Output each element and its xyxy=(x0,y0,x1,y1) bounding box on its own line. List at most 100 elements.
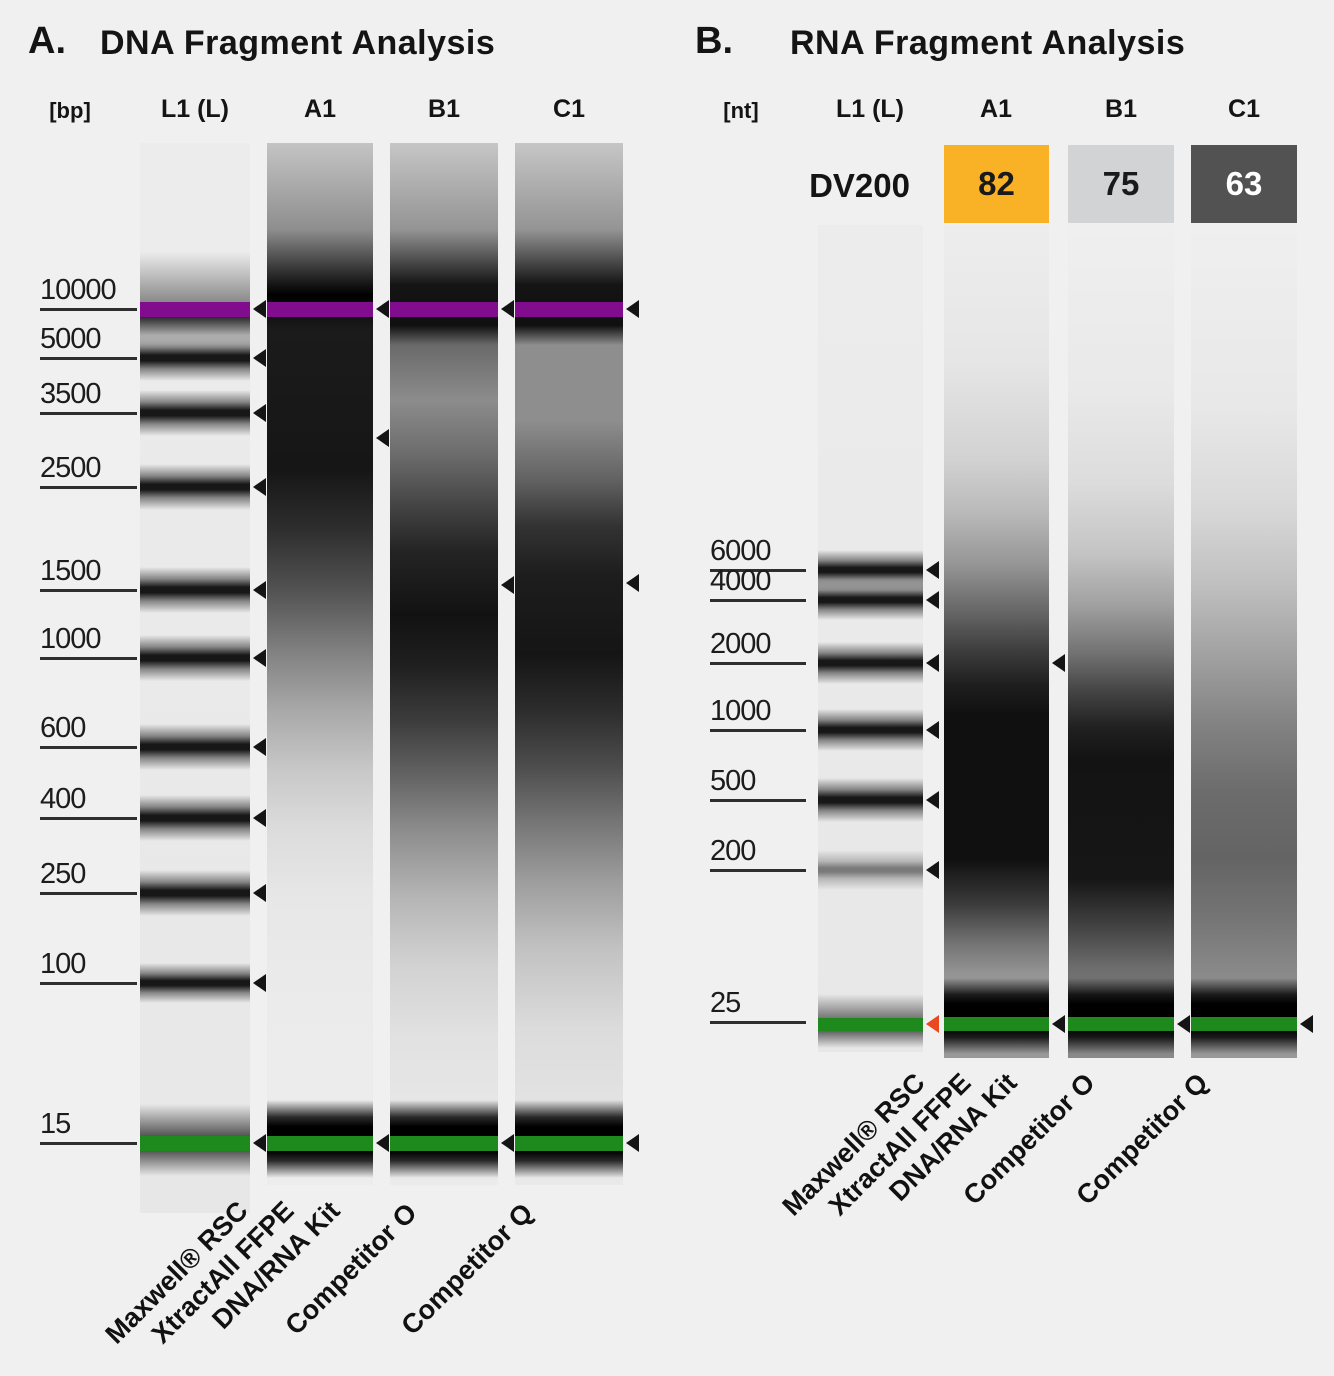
gel-band xyxy=(140,635,250,681)
ladder-size-label-3500: 3500 xyxy=(40,378,137,415)
lane-header-b-A1: A1 xyxy=(980,95,1012,123)
gel-band xyxy=(818,580,923,620)
gel-band xyxy=(818,850,923,890)
panel-a-unit-label: [bp] xyxy=(49,98,91,123)
green-marker-band xyxy=(390,1136,498,1151)
band-pointer-arrow xyxy=(626,574,639,592)
gel-band xyxy=(140,870,250,916)
gel-band xyxy=(818,642,923,684)
band-pointer-arrow xyxy=(926,791,939,809)
band-pointer-arrow xyxy=(626,300,639,318)
ladder-size-label-25: 25 xyxy=(710,987,806,1024)
band-pointer-arrow xyxy=(501,576,514,594)
green-marker-band xyxy=(515,1136,623,1151)
dv200-row-label: DV200 xyxy=(809,167,910,204)
band-pointer-arrow xyxy=(926,654,939,672)
green-marker-band xyxy=(267,1136,373,1151)
green-marker-band xyxy=(140,1136,250,1151)
ladder-size-label-15: 15 xyxy=(40,1108,137,1145)
gel-lane-a-B1 xyxy=(390,143,498,1185)
ladder-size-label-10000: 10000 xyxy=(40,274,137,311)
band-pointer-arrow xyxy=(926,1015,939,1033)
gel-lane-b-B1 xyxy=(1068,225,1174,1058)
lane-header-b-C1: C1 xyxy=(1228,95,1260,123)
band-pointer-arrow xyxy=(1177,1015,1190,1033)
ladder-size-label-5000: 5000 xyxy=(40,323,137,360)
gel-band xyxy=(140,390,250,436)
band-pointer-arrow xyxy=(501,300,514,318)
gel-lane-a-C1 xyxy=(515,143,623,1185)
green-marker-band xyxy=(1068,1017,1174,1031)
ladder-size-label-200: 200 xyxy=(710,835,806,872)
gel-band xyxy=(818,1031,923,1048)
panel-a-title: DNA Fragment Analysis xyxy=(100,24,496,62)
dv200-value-A1: 82 xyxy=(944,145,1049,223)
band-pointer-arrow xyxy=(926,861,939,879)
lane-header-a-C1: C1 xyxy=(553,95,585,123)
gel-band xyxy=(140,724,250,770)
green-marker-band xyxy=(944,1017,1049,1031)
band-pointer-arrow xyxy=(926,561,939,579)
ladder-size-label-2000: 2000 xyxy=(710,628,806,665)
ladder-size-label-500: 500 xyxy=(710,765,806,802)
panel-b-title: RNA Fragment Analysis xyxy=(790,24,1186,62)
panel-b-letter: B. xyxy=(695,20,733,62)
gel-band xyxy=(944,978,1049,1054)
purple-marker-band xyxy=(140,302,250,317)
gel-lane-b-C1 xyxy=(1191,225,1297,1058)
gel-band xyxy=(140,252,250,302)
green-marker-band xyxy=(818,1018,923,1031)
band-pointer-arrow xyxy=(376,300,389,318)
band-pointer-arrow xyxy=(376,1134,389,1152)
dv200-value-C1: 63 xyxy=(1191,145,1297,223)
band-pointer-arrow xyxy=(253,349,266,367)
gel-band xyxy=(140,795,250,841)
ladder-size-label-1000: 1000 xyxy=(710,695,806,732)
band-pointer-arrow xyxy=(253,738,266,756)
gel-band xyxy=(818,709,923,751)
band-pointer-arrow xyxy=(626,1134,639,1152)
gel-band xyxy=(1191,978,1297,1054)
purple-marker-band xyxy=(515,302,623,317)
purple-marker-band xyxy=(267,302,373,317)
ladder-size-label-600: 600 xyxy=(40,712,137,749)
green-marker-band xyxy=(1191,1017,1297,1031)
gel-band xyxy=(140,335,250,381)
gel-band xyxy=(818,778,923,822)
ladder-size-label-400: 400 xyxy=(40,783,137,820)
band-pointer-arrow xyxy=(253,478,266,496)
band-pointer-arrow xyxy=(253,974,266,992)
ladder-size-label-6000: 6000 xyxy=(710,535,806,572)
band-pointer-arrow xyxy=(376,429,389,447)
band-pointer-arrow xyxy=(926,591,939,609)
band-pointer-arrow xyxy=(1052,654,1065,672)
band-pointer-arrow xyxy=(253,809,266,827)
band-pointer-arrow xyxy=(253,404,266,422)
gel-lane-a-L1 xyxy=(140,143,250,1213)
ladder-size-label-1000: 1000 xyxy=(40,623,137,660)
ladder-size-label-2500: 2500 xyxy=(40,452,137,489)
band-pointer-arrow xyxy=(1052,1015,1065,1033)
lane-header-b-B1: B1 xyxy=(1105,95,1137,123)
band-pointer-arrow xyxy=(253,649,266,667)
band-pointer-arrow xyxy=(1300,1015,1313,1033)
gel-band xyxy=(1068,978,1174,1054)
band-pointer-arrow xyxy=(253,300,266,318)
gel-band xyxy=(140,1104,250,1136)
lane-header-a-L1 (L): L1 (L) xyxy=(160,95,230,123)
panel-a-letter: A. xyxy=(28,20,66,62)
lane-header-b-L1 (L): L1 (L) xyxy=(835,95,905,123)
gel-band xyxy=(818,994,923,1018)
gel-band xyxy=(140,567,250,613)
panel-b-unit-label: [nt] xyxy=(723,98,759,123)
ladder-size-label-100: 100 xyxy=(40,948,137,985)
band-pointer-arrow xyxy=(253,1134,266,1152)
gel-lane-b-A1 xyxy=(944,225,1049,1058)
ladder-size-label-4000: 4000 xyxy=(710,565,806,602)
dv200-value-B1: 75 xyxy=(1068,145,1174,223)
band-pointer-arrow xyxy=(501,1134,514,1152)
lane-header-a-B1: B1 xyxy=(428,95,460,123)
gel-lane-a-A1 xyxy=(267,143,373,1185)
gel-band xyxy=(140,963,250,1003)
